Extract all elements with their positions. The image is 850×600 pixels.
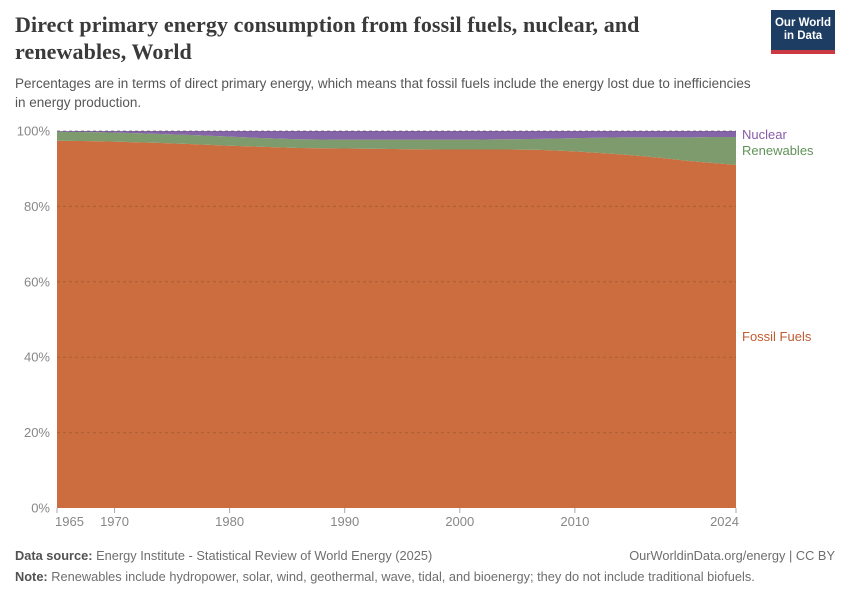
note-text: Renewables include hydropower, solar, wi… xyxy=(47,569,755,584)
area-nuclear[interactable] xyxy=(57,131,736,140)
data-source-text: Energy Institute - Statistical Review of… xyxy=(92,548,433,563)
note-line: Note: Renewables include hydropower, sol… xyxy=(15,569,835,584)
area-fossil-fuels[interactable] xyxy=(57,140,736,509)
legend-label-nuclear[interactable]: Nuclear xyxy=(742,126,787,142)
y-axis-label-0: 0% xyxy=(31,501,50,516)
chart-subtitle: Percentages are in terms of direct prima… xyxy=(15,76,751,110)
x-axis-label-2000: 2000 xyxy=(445,514,474,529)
note-label: Note: xyxy=(15,569,48,584)
owid-logo-line1: Our World xyxy=(774,16,831,29)
y-axis-label-40: 40% xyxy=(24,350,50,365)
x-axis-label-2010: 2010 xyxy=(560,514,589,529)
x-axis-label-1965: 1965 xyxy=(55,514,84,529)
chart-title: Direct primary energy consumption from f… xyxy=(15,12,640,64)
legend-label-fossil-fuels[interactable]: Fossil Fuels xyxy=(742,328,812,344)
stacked-area-chart: 0% 20% 40% 60% 80% 100% 1965 1970 1980 1990 2000 20… xyxy=(17,124,739,530)
x-axis-label-1970: 1970 xyxy=(100,514,129,529)
owid-logo-line2: in Data xyxy=(783,30,823,42)
y-axis-label-20: 20% xyxy=(24,425,50,440)
x-axis-label-2024: 2024 xyxy=(710,514,739,529)
chart-region: 0% 20% 40% 60% 80% 100% 1965 1970 1980 1990 2000 20… xyxy=(0,120,850,540)
y-axis-label-100: 100% xyxy=(17,124,51,139)
x-axis-label-1990: 1990 xyxy=(330,514,359,529)
x-axis-label-1980: 1980 xyxy=(215,514,244,529)
owid-logo[interactable]: Our World in Data xyxy=(771,10,835,54)
y-axis-label-80: 80% xyxy=(24,199,50,214)
y-axis-label-60: 60% xyxy=(24,274,50,289)
legend-label-renewables[interactable]: Renewables xyxy=(742,143,814,159)
credit-link[interactable]: OurWorldinData.org/energy | CC BY xyxy=(629,548,835,563)
area-renewables[interactable] xyxy=(57,131,736,165)
data-source-label: Data source: xyxy=(15,548,93,563)
data-source-line: Data source: Energy Institute - Statisti… xyxy=(15,548,615,563)
